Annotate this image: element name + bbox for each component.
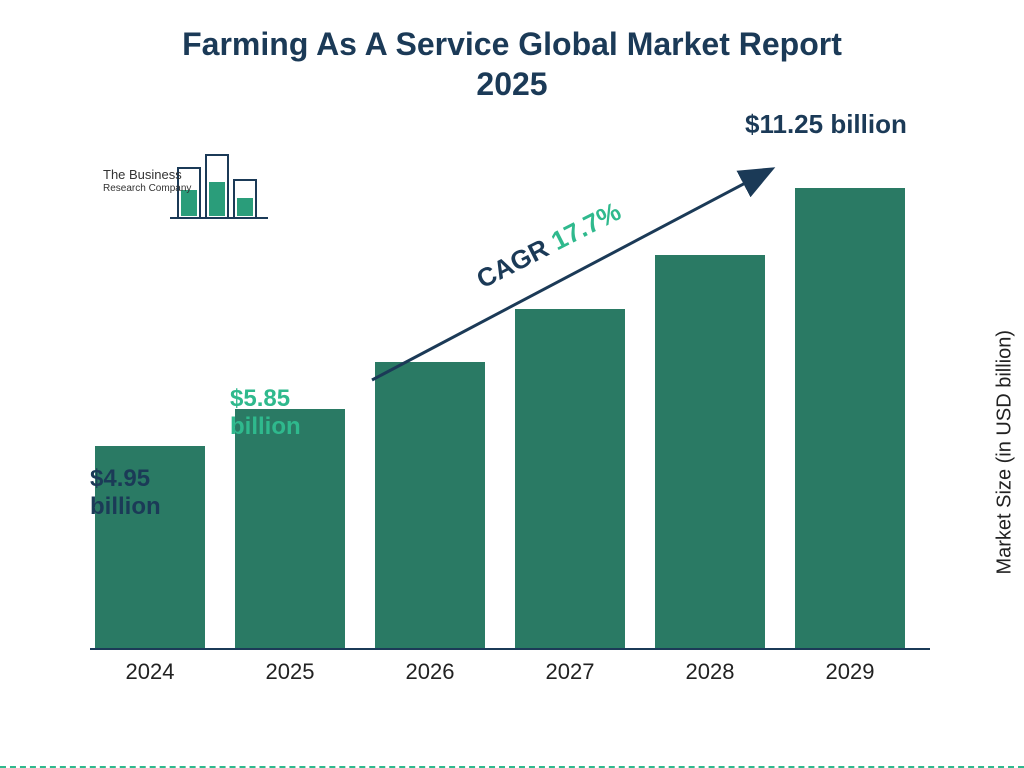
growth-arrow: [90, 140, 930, 690]
value-callout-1: $5.85billion: [230, 385, 301, 440]
y-axis-label: Market Size (in USD billion): [994, 330, 1017, 575]
title-line2: 2025: [476, 66, 547, 102]
bar-chart: 202420252026202720282029 CAGR 17.7% $4.9…: [90, 140, 930, 690]
chart-title: Farming As A Service Global Market Repor…: [0, 24, 1024, 104]
title-line1: Farming As A Service Global Market Repor…: [182, 26, 842, 62]
value-callout-0: $4.95billion: [90, 465, 161, 520]
value-callout-2: $11.25 billion: [745, 110, 907, 140]
